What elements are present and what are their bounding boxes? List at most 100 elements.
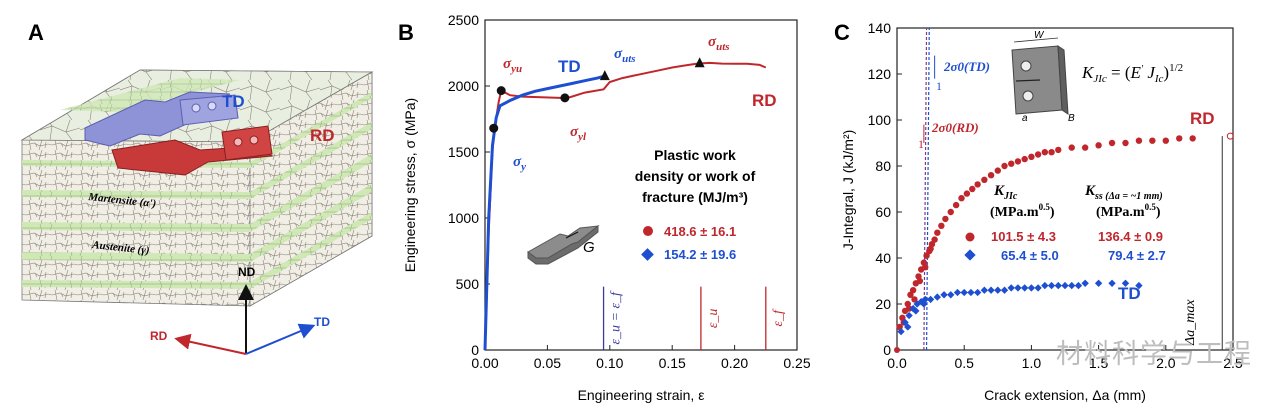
j-r-point-rd xyxy=(1162,137,1170,144)
j-r-point-rd xyxy=(1068,144,1075,151)
stress-strain-curve-td xyxy=(483,74,606,351)
j-r-point-td xyxy=(947,291,955,299)
j-r-point-td xyxy=(953,288,962,297)
j-r-point-rd xyxy=(1081,144,1089,151)
j-r-point-td xyxy=(973,288,982,297)
strain-reference-label: ε_u = ε_f xyxy=(609,290,624,344)
j-r-point-rd xyxy=(1108,139,1116,147)
j-r-point-rd xyxy=(1041,149,1049,156)
stress-point-marker xyxy=(496,86,506,96)
legend-title-line-3: fracture (MJ/m³) xyxy=(642,189,748,205)
panel-c-xtick-label: 0.5 xyxy=(954,355,974,371)
j-r-point-td xyxy=(994,286,1002,294)
j-r-point-rd xyxy=(942,215,949,223)
ct-specimen-icon: W a B xyxy=(1011,30,1075,124)
sigma-y-label: σy xyxy=(513,154,526,173)
panel-c-xtick-label: 2.0 xyxy=(1156,355,1176,371)
panel-c-td-series-label: TD xyxy=(1118,284,1141,303)
strain-reference-label: ε_u xyxy=(706,309,721,329)
j-r-point-rd xyxy=(938,222,945,229)
legend-td-marker xyxy=(641,248,654,261)
panel-c-ytick-label: 140 xyxy=(868,20,892,36)
panel-a: A T xyxy=(20,20,374,355)
kjic-formula: KJIc = (E' JIc)1/2 xyxy=(1081,62,1183,85)
j-r-point-td xyxy=(1027,284,1036,292)
origin-point xyxy=(894,347,900,353)
j-r-point-rd xyxy=(905,305,913,312)
j-r-point-rd xyxy=(987,172,995,179)
panel-b-ytick-label: 2500 xyxy=(448,12,479,28)
j-r-point-rd xyxy=(994,167,1001,174)
panel-c-ytick-label: 120 xyxy=(868,66,892,82)
j-r-point-td xyxy=(1007,284,1015,292)
stress-strain-curve-rd xyxy=(484,61,767,351)
sigma-uts-td-label: σuts xyxy=(614,46,636,65)
panel-b-xtick-label: 0.05 xyxy=(534,355,561,371)
panel-c-ytick-label: 100 xyxy=(868,112,892,128)
j-r-point-td xyxy=(1000,286,1009,294)
panel-c-ytick-label: 20 xyxy=(875,296,891,312)
panel-c-ytick-label: 80 xyxy=(875,158,891,174)
panel-b-ytick-label: 500 xyxy=(456,276,480,292)
j-r-point-td xyxy=(1054,281,1062,290)
panel-c-ylabel: J-Integral, J (kJ/m²) xyxy=(840,130,856,251)
j-r-point-td xyxy=(980,286,989,294)
sigma-uts-rd-label: σuts xyxy=(708,34,730,53)
j-r-point-td xyxy=(1068,281,1076,290)
j-r-point-rd xyxy=(969,185,976,193)
j-r-point-td xyxy=(987,286,995,294)
specimen-crack-label: a xyxy=(1022,113,1028,124)
panel-c-ytick-label: 0 xyxy=(883,342,891,358)
panel-b-ytick-label: 2000 xyxy=(448,78,479,94)
legend-td-value: 154.2 ± 19.6 xyxy=(664,247,736,262)
delta-a-max-label: Δa_max xyxy=(1183,299,1198,346)
specimen-width-label: W xyxy=(1034,30,1045,41)
panel-c-letter: C xyxy=(834,20,850,45)
j-r-point-td xyxy=(1021,284,1029,292)
table-td-kss: 79.4 ± 2.7 xyxy=(1108,248,1166,263)
panel-c-series xyxy=(894,135,1196,353)
j-r-point-td xyxy=(967,288,975,297)
blunting-line-rd xyxy=(923,27,928,351)
table-header-kss: Kss (Δa = ~1 mm) xyxy=(1084,183,1163,202)
axis-rd-label: RD xyxy=(150,329,168,343)
j-r-point-td xyxy=(1061,281,1069,290)
panel-c-ytick-label: 60 xyxy=(875,204,891,220)
panel-c-plot-frame xyxy=(896,27,1234,351)
stress-point-marker xyxy=(489,123,499,133)
table-td-marker xyxy=(964,249,976,261)
gauge-length-label: G xyxy=(583,239,595,256)
j-r-point-rd xyxy=(952,201,960,209)
legend-title-line-1: Plastic work xyxy=(654,147,736,163)
j-r-point-td xyxy=(905,311,913,320)
j-r-point-td xyxy=(1041,281,1049,290)
j-r-point-td xyxy=(926,295,935,304)
j-r-point-td xyxy=(1074,281,1083,290)
j-r-point-td xyxy=(897,327,905,336)
axis-nd-label: ND xyxy=(238,265,256,279)
sigma-yu-label: σyu xyxy=(503,56,522,75)
panel-b-markers xyxy=(489,57,705,133)
rd-arrow xyxy=(174,333,247,355)
table-rd-marker xyxy=(965,232,975,242)
j-r-point-rd xyxy=(1008,160,1015,167)
j-r-point-td xyxy=(1094,279,1103,287)
j-r-point-rd xyxy=(934,229,941,236)
j-r-point-td xyxy=(904,323,912,331)
j-r-point-rd xyxy=(1028,153,1035,160)
panel-b: B 0.00 0.05 0.10 0.15 0.20 0.25 0 500 1000 1500 20… xyxy=(398,12,811,403)
legend-title-line-2: density or work of xyxy=(635,168,756,184)
panel-b-xtick-label: 0.20 xyxy=(721,355,748,371)
panel-b-reference-lines: ε_u = ε_f ε_u ε_f xyxy=(602,286,786,350)
j-r-point-td xyxy=(1081,279,1089,287)
blunting-slope-rd: 1 xyxy=(918,137,924,151)
j-r-point-rd xyxy=(1122,139,1129,147)
panel-b-xlabel: Engineering strain, ε xyxy=(578,387,705,403)
j-r-point-td xyxy=(1047,281,1056,290)
stress-point-marker xyxy=(560,93,570,103)
j-r-point-rd xyxy=(931,236,938,243)
j-r-point-rd xyxy=(1135,137,1143,144)
panel-c-ticks: 0.0 0.5 1.0 1.5 2.0 2.5 0 20 40 60 80 100 120 140 xyxy=(868,20,1243,371)
sigma-yl-label: σyl xyxy=(570,124,587,143)
panel-b-rd-series-label: RD xyxy=(752,91,777,110)
